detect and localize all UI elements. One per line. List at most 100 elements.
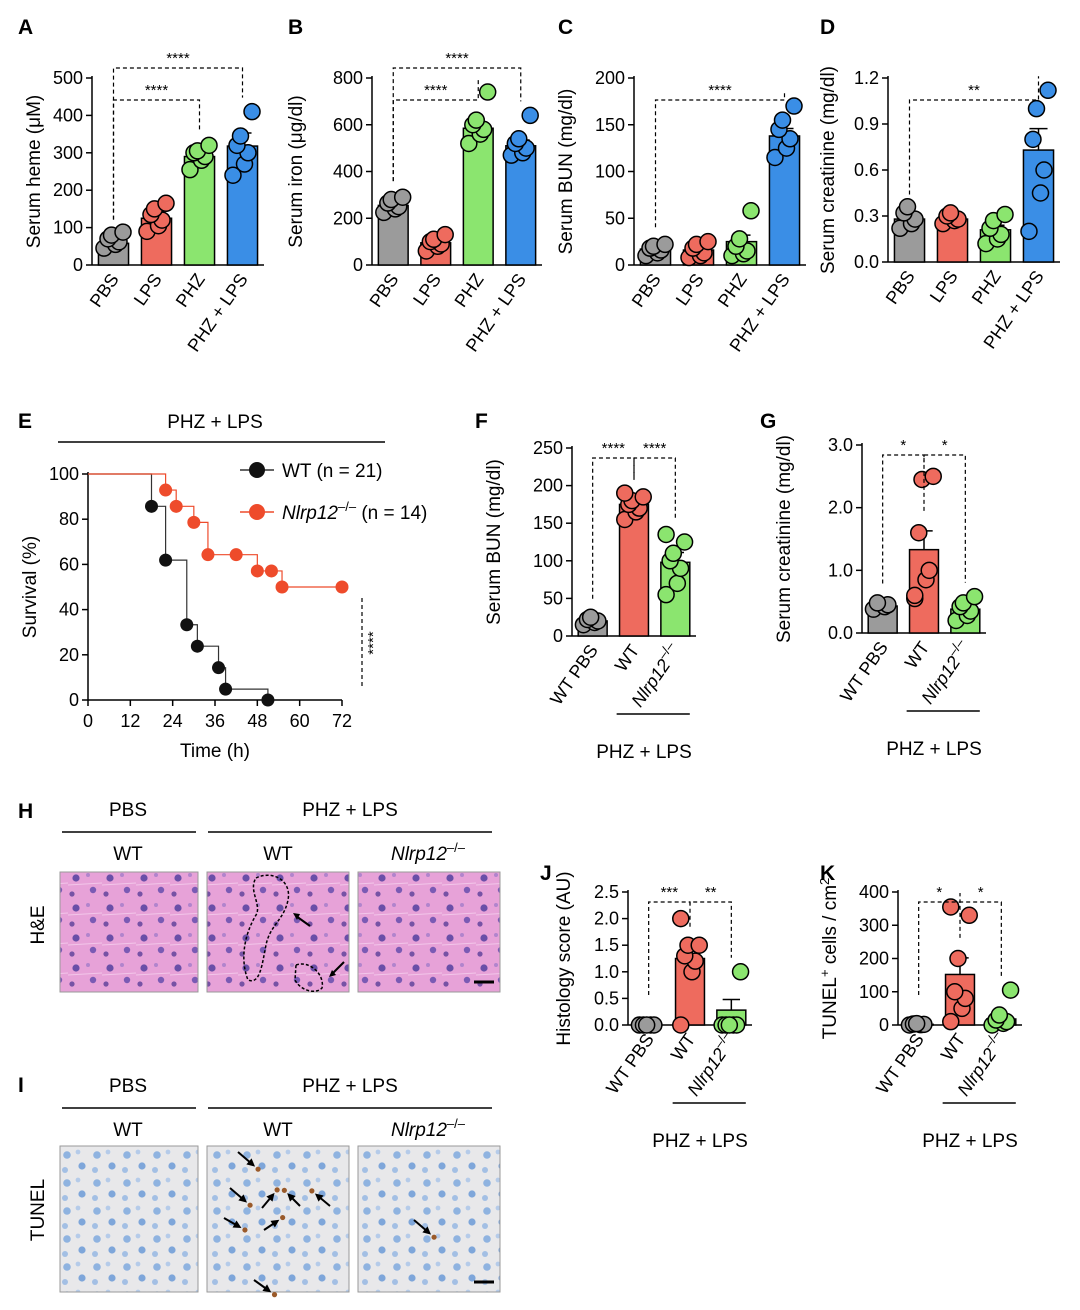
b-bar <box>462 127 494 266</box>
survival-y-tick-label: 80 <box>59 509 79 529</box>
g-significance-bracket <box>923 454 966 583</box>
tunel-positive-cell <box>274 1187 280 1193</box>
a-significance-label: **** <box>145 82 169 99</box>
tunel-arrowhead <box>266 1192 275 1202</box>
survival-title: PHZ + LPS <box>167 412 263 433</box>
k-y-tick-label: 300 <box>859 915 889 935</box>
a-category-label: PHZ <box>172 270 209 311</box>
k-y-tick-label: 0 <box>879 1015 889 1035</box>
j-data-point <box>672 1016 690 1034</box>
c-y-tick-label: 150 <box>595 115 625 135</box>
a-category-label: LPS <box>130 270 166 309</box>
panel-letter-c: C <box>558 16 573 39</box>
c-data-point <box>699 232 717 251</box>
y-label-sup: + <box>817 969 832 977</box>
legend-label-rest: (n = 14) <box>356 503 427 524</box>
b-data-point <box>460 134 478 153</box>
survival-point-nlrp12 <box>169 499 183 513</box>
f-significance-bracket <box>633 457 676 521</box>
g-category-label: WT PBS <box>836 638 892 706</box>
c-y-label: Serum BUN (mg/dl) <box>556 89 577 255</box>
y-label-part: TUNEL <box>820 977 841 1039</box>
g-data-point <box>920 561 938 580</box>
j-y-tick-label: 0.5 <box>594 988 619 1008</box>
f-y-tick-label: 200 <box>533 476 563 496</box>
k-y-tick-label: 400 <box>859 882 889 902</box>
survival-x-tick-label: 36 <box>205 711 225 731</box>
tunel-positive-cell <box>242 1227 248 1233</box>
tunel-positive-cell <box>281 1187 287 1193</box>
b-y-tick-label: 400 <box>333 162 363 182</box>
j-y-tick-label: 1.0 <box>594 962 619 982</box>
d-category-label: LPS <box>926 267 962 306</box>
tunel-image-wt-pbs <box>59 1145 199 1293</box>
survival-x-tick-label: 48 <box>247 711 267 731</box>
he-col-wt: WT <box>263 844 293 865</box>
b-category-label: LPS <box>409 270 445 309</box>
a-data-point <box>200 136 218 155</box>
tunel-col-wt-pbs: WT <box>113 1120 143 1141</box>
d-category-label: PBS <box>882 267 919 308</box>
tunel-col-wt: WT <box>263 1120 293 1141</box>
k-category-label: WT PBS <box>872 1030 928 1098</box>
histology-he-panel: PBS PHZ + LPS WT WT Nlrp12–/– H&E <box>28 800 501 993</box>
tunel-positive-cell <box>271 1292 278 1298</box>
a-y-label: Serum heme (μM) <box>24 95 45 248</box>
k-y-label: TUNEL+ cells / cm2 <box>817 878 841 1040</box>
survival-point-wt <box>145 499 158 513</box>
f-category-label: WT PBS <box>546 641 602 709</box>
a-data-point <box>243 102 261 121</box>
legend-label-sup: –/– <box>338 499 357 514</box>
tunel-arrowhead <box>232 1220 242 1228</box>
b-y-tick-label: 800 <box>333 68 363 88</box>
tunel-group-phzlps: PHZ + LPS <box>302 1076 398 1097</box>
tunel-arrowhead <box>246 1158 256 1167</box>
b-significance-label: **** <box>445 50 469 67</box>
legend-marker-nlrp12 <box>249 504 265 520</box>
tunel-positive-cell <box>255 1166 261 1172</box>
c-category-label: PHZ <box>714 270 751 311</box>
survival-significance-label: **** <box>365 631 382 655</box>
survival-y-tick-label: 100 <box>49 464 79 484</box>
d-significance-label: ** <box>968 82 980 99</box>
tunel-arrowhead <box>314 1193 324 1202</box>
k-data-point <box>942 898 960 916</box>
c-data-point <box>766 148 784 167</box>
survival-y-tick-label: 60 <box>59 554 79 574</box>
he-col-wt-pbs: WT <box>113 844 143 865</box>
k-significance-label: * <box>978 884 984 901</box>
a-significance-bracket <box>112 67 244 220</box>
d-data-point <box>1020 222 1038 241</box>
g-y-tick-label: 1.0 <box>828 560 853 580</box>
g-y-tick-label: 0.0 <box>828 623 853 643</box>
c-data-point <box>742 202 760 220</box>
he-image-wt-pbs <box>59 871 199 993</box>
c-category-label: PBS <box>628 270 665 311</box>
k-data-point <box>990 1006 1009 1024</box>
a-y-tick-label: 0 <box>73 255 83 275</box>
k-y-tick-label: 100 <box>859 982 889 1002</box>
survival-x-tick-label: 12 <box>120 711 140 731</box>
survival-x-tick-label: 24 <box>163 711 183 731</box>
k-data-point <box>907 1014 926 1033</box>
j-y-tick-label: 0.0 <box>594 1015 619 1035</box>
chart-serum-bun-nlrp12: 0 50 100 150 200 250 Serum BUN (mg/dl) WT PBS WT… <box>484 438 696 763</box>
f-y-tick-label: 0 <box>553 626 563 646</box>
survival-point-nlrp12 <box>229 548 243 562</box>
g-data-point <box>965 587 984 606</box>
b-category-label: PBS <box>365 270 402 311</box>
j-data-point <box>731 963 750 981</box>
f-significance-label: **** <box>602 440 626 457</box>
he-row-label: H&E <box>28 905 49 944</box>
j-group-label: PHZ + LPS <box>652 1131 748 1152</box>
survival-x-tick-label: 60 <box>290 711 310 731</box>
f-data-point <box>668 574 687 593</box>
panel-letter-j: J <box>540 862 552 885</box>
chart-serum-creatinine-nlrp12: 0.0 1.0 2.0 3.0 Serum creatinine (mg/dl) WT P… <box>774 435 986 760</box>
d-y-label: Serum creatinine (mg/dl) <box>818 66 839 274</box>
a-significance-label: **** <box>166 50 190 67</box>
c-data-point <box>785 97 803 115</box>
